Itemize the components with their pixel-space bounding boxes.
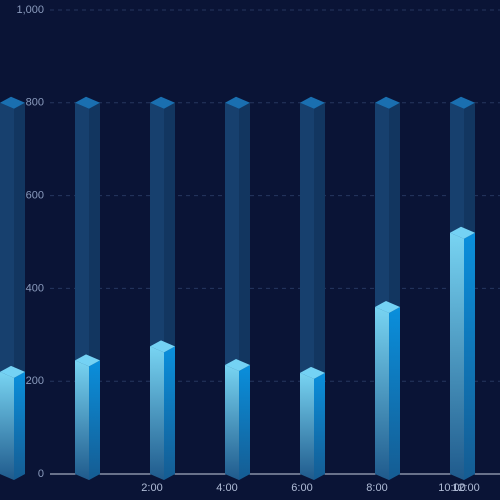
bar-top — [225, 358, 250, 371]
bar-top — [375, 96, 400, 109]
y-tick-label: 600 — [26, 190, 44, 202]
bar-side — [389, 306, 400, 480]
y-tick-label: 800 — [26, 97, 44, 109]
bar-side — [464, 232, 475, 480]
bar-front — [450, 232, 464, 480]
bar-top — [375, 300, 400, 313]
x-tick-label: 12:00 — [452, 482, 480, 494]
y-tick-label: 0 — [38, 468, 44, 480]
bar — [225, 358, 250, 480]
bar-top — [75, 354, 100, 367]
bar-top — [0, 96, 25, 109]
bar-front — [75, 360, 89, 480]
x-tick-label: 2:00 — [141, 482, 162, 494]
bar-top — [225, 96, 250, 109]
bar-front — [300, 372, 314, 480]
bar-top — [75, 96, 100, 109]
bar-front — [150, 346, 164, 480]
bar-front — [0, 371, 14, 480]
bar — [450, 226, 475, 480]
bar-top — [0, 365, 25, 378]
x-tick-label: 10:00 — [438, 482, 466, 494]
bar-top — [150, 96, 175, 109]
x-tick-label: 4:00 — [216, 482, 237, 494]
y-tick-label: 400 — [26, 282, 44, 294]
bar — [375, 300, 400, 480]
bar — [75, 354, 100, 480]
bar-top — [450, 96, 475, 109]
y-tick-label: 1,000 — [16, 4, 44, 16]
y-tick-label: 200 — [26, 375, 44, 387]
bar-side — [239, 364, 250, 480]
bar-side — [164, 346, 175, 480]
bar — [300, 366, 325, 480]
x-tick-label: 6:00 — [291, 482, 312, 494]
bar-front — [225, 364, 239, 480]
bar-top — [300, 96, 325, 109]
bar-top — [150, 340, 175, 353]
bar-top — [450, 226, 475, 239]
bar-side — [14, 371, 25, 480]
bar — [0, 365, 25, 480]
bar-side — [89, 360, 100, 480]
x-tick-label: 8:00 — [366, 482, 387, 494]
bar — [150, 340, 175, 480]
bar-side — [314, 372, 325, 480]
bar-top — [300, 366, 325, 379]
bar-front — [375, 306, 389, 480]
